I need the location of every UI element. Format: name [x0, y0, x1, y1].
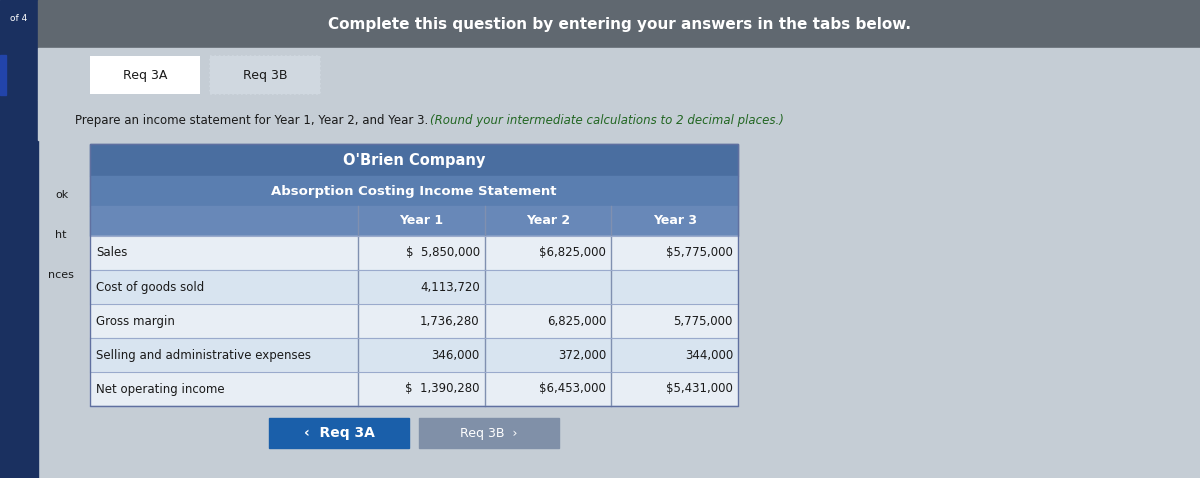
Text: Complete this question by entering your answers in the tabs below.: Complete this question by entering your … — [328, 17, 911, 32]
Bar — [90, 236, 738, 270]
Bar — [90, 206, 738, 236]
Text: Year 2: Year 2 — [526, 215, 570, 228]
Bar — [419, 418, 559, 448]
Text: $  1,390,280: $ 1,390,280 — [406, 382, 480, 395]
Text: Year 3: Year 3 — [653, 215, 697, 228]
Text: of 4: of 4 — [11, 13, 28, 22]
Text: Gross margin: Gross margin — [96, 315, 175, 327]
Text: Net operating income: Net operating income — [96, 382, 224, 395]
Text: Req 3B  ›: Req 3B › — [461, 426, 517, 439]
Bar — [90, 144, 738, 176]
Text: 4,113,720: 4,113,720 — [420, 281, 480, 293]
Text: 372,000: 372,000 — [558, 348, 606, 361]
Text: ht: ht — [55, 230, 66, 240]
Text: $6,825,000: $6,825,000 — [540, 247, 606, 260]
Bar — [269, 418, 409, 448]
Text: (Round your intermediate calculations to 2 decimal places.): (Round your intermediate calculations to… — [430, 113, 784, 127]
Text: Sales: Sales — [96, 247, 127, 260]
Bar — [90, 270, 738, 304]
Text: $5,431,000: $5,431,000 — [666, 382, 733, 395]
Bar — [90, 304, 738, 338]
Text: $5,775,000: $5,775,000 — [666, 247, 733, 260]
Bar — [90, 338, 738, 372]
Text: 346,000: 346,000 — [432, 348, 480, 361]
Text: 6,825,000: 6,825,000 — [547, 315, 606, 327]
Text: Req 3A: Req 3A — [122, 68, 167, 82]
Bar — [38, 48, 1200, 100]
Text: Req 3B: Req 3B — [242, 68, 287, 82]
Bar — [0, 0, 38, 478]
Text: Cost of goods sold: Cost of goods sold — [96, 281, 204, 293]
Text: nces: nces — [48, 270, 74, 280]
Text: ‹  Req 3A: ‹ Req 3A — [304, 426, 374, 440]
Bar — [210, 56, 320, 94]
Text: 344,000: 344,000 — [685, 348, 733, 361]
Text: Year 1: Year 1 — [400, 215, 443, 228]
Text: 1,736,280: 1,736,280 — [420, 315, 480, 327]
Bar — [90, 144, 738, 406]
Text: $  5,850,000: $ 5,850,000 — [406, 247, 480, 260]
Bar — [90, 176, 738, 206]
Text: $6,453,000: $6,453,000 — [540, 382, 606, 395]
Text: Prepare an income statement for Year 1, Year 2, and Year 3.: Prepare an income statement for Year 1, … — [74, 113, 432, 127]
Bar — [90, 56, 200, 94]
Bar — [38, 100, 1200, 140]
Bar — [90, 372, 738, 406]
Text: Absorption Costing Income Statement: Absorption Costing Income Statement — [271, 185, 557, 197]
Text: Selling and administrative expenses: Selling and administrative expenses — [96, 348, 311, 361]
Bar — [38, 0, 1200, 48]
Bar — [0, 55, 6, 95]
Text: ok: ok — [55, 190, 68, 200]
Text: O'Brien Company: O'Brien Company — [343, 152, 485, 167]
Text: 5,775,000: 5,775,000 — [673, 315, 733, 327]
